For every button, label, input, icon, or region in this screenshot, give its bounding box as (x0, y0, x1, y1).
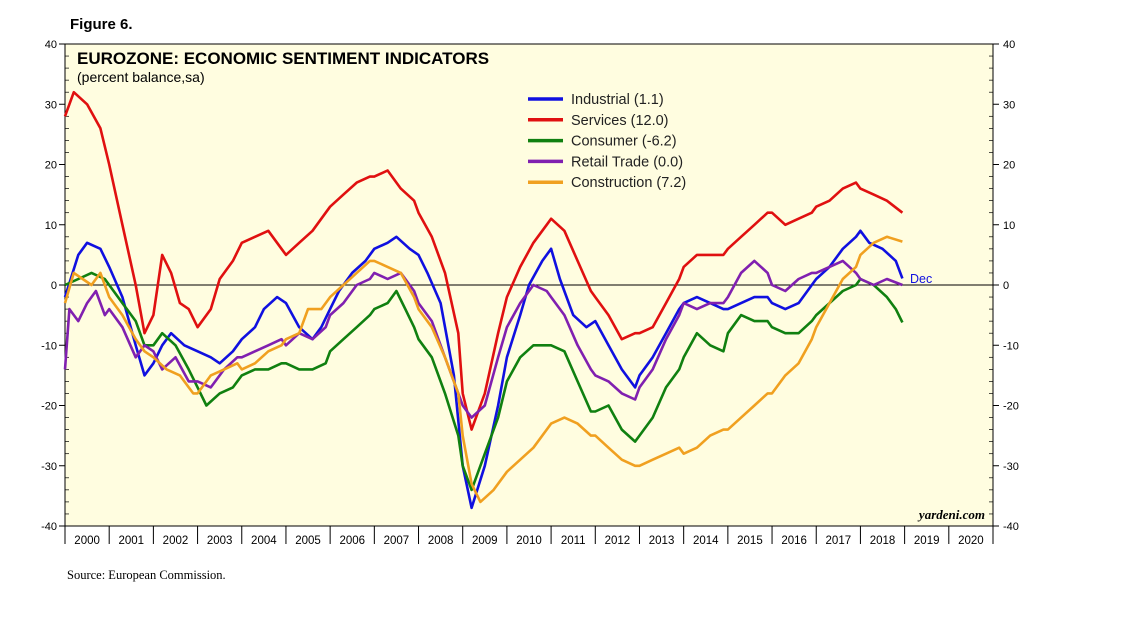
y-tick-label-left: -40 (41, 521, 57, 533)
x-tick-label: 2002 (163, 535, 189, 547)
x-tick-label: 2009 (472, 535, 498, 547)
figure-label: Figure 6. (70, 16, 133, 33)
x-tick-label: 2014 (693, 535, 719, 547)
legend-label-services: Services (12.0) (571, 113, 669, 129)
y-tick-label-left: 30 (45, 99, 57, 111)
x-tick-label: 2003 (207, 535, 233, 547)
legend-label-retail: Retail Trade (0.0) (571, 154, 683, 170)
x-tick-label: 2016 (781, 535, 807, 547)
y-tick-label-left: 10 (45, 220, 57, 232)
legend-label-consumer: Consumer (-6.2) (571, 134, 677, 150)
x-axis: 2000 2001 2002 2003 2004 2005 2006 2007 2008 2009… (64, 526, 994, 547)
y-tick-label-left: -30 (41, 461, 57, 473)
x-tick-label: 2000 (74, 535, 100, 547)
series-line-retail (63, 259, 903, 419)
x-tick-label: 2011 (561, 535, 586, 547)
x-tick-label: 2018 (870, 535, 896, 547)
series-group (63, 90, 904, 510)
legend-label-industrial: Industrial (1.1) (571, 92, 664, 108)
y-tick-label-left: 20 (45, 160, 57, 172)
x-tick-label: 2020 (958, 535, 984, 547)
series-line-construction (63, 235, 903, 504)
y-tick-label-left: -20 (41, 401, 57, 413)
y-axis-left: -40 -30 -20 -10 0 10 20 30 40 (41, 39, 69, 533)
chart-subtitle: (percent balance,sa) (77, 69, 205, 85)
y-tick-label-right: 20 (1003, 160, 1015, 172)
y-tick-label-right: -20 (1003, 401, 1019, 413)
x-tick-label: 2005 (295, 535, 321, 547)
y-tick-label-right: 40 (1003, 39, 1015, 51)
y-tick-label-right: -30 (1003, 461, 1019, 473)
y-tick-label-right: 10 (1003, 220, 1015, 232)
x-tick-label: 2004 (251, 535, 277, 547)
y-tick-label-left: -10 (41, 340, 57, 352)
x-tick-label: 2008 (428, 535, 454, 547)
legend-label-construction: Construction (7.2) (571, 175, 686, 191)
x-tick-label: 2006 (339, 535, 365, 547)
x-tick-label: 2007 (384, 535, 410, 547)
dec-annotation: Dec (910, 272, 932, 286)
y-tick-label-left: 0 (51, 280, 57, 292)
y-tick-label-right: 0 (1003, 280, 1009, 292)
y-axis-right: -40 -30 -20 -10 0 10 20 30 40 (989, 39, 1019, 533)
legend: Industrial (1.1) Services (12.0) Consumer … (528, 92, 686, 191)
series-line-industrial (63, 229, 904, 510)
source-note: Source: European Commission. (67, 568, 226, 582)
x-tick-label: 2010 (516, 535, 542, 547)
x-tick-label: 2013 (649, 535, 675, 547)
x-tick-label: 2019 (914, 535, 940, 547)
y-tick-label-right: -40 (1003, 521, 1019, 533)
series-line-consumer (64, 271, 904, 492)
x-tick-label: 2012 (605, 535, 631, 547)
chart-title: EUROZONE: ECONOMIC SENTIMENT INDICATORS (77, 49, 489, 68)
y-tick-label-right: 30 (1003, 99, 1015, 111)
x-tick-label: 2017 (826, 535, 852, 547)
x-tick-label: 2015 (737, 535, 763, 547)
credit-label: yardeni.com (917, 507, 985, 522)
series-line-services (63, 90, 904, 431)
y-tick-label-right: -10 (1003, 340, 1019, 352)
y-tick-label-left: 40 (45, 39, 57, 51)
x-tick-label: 2001 (118, 535, 144, 547)
